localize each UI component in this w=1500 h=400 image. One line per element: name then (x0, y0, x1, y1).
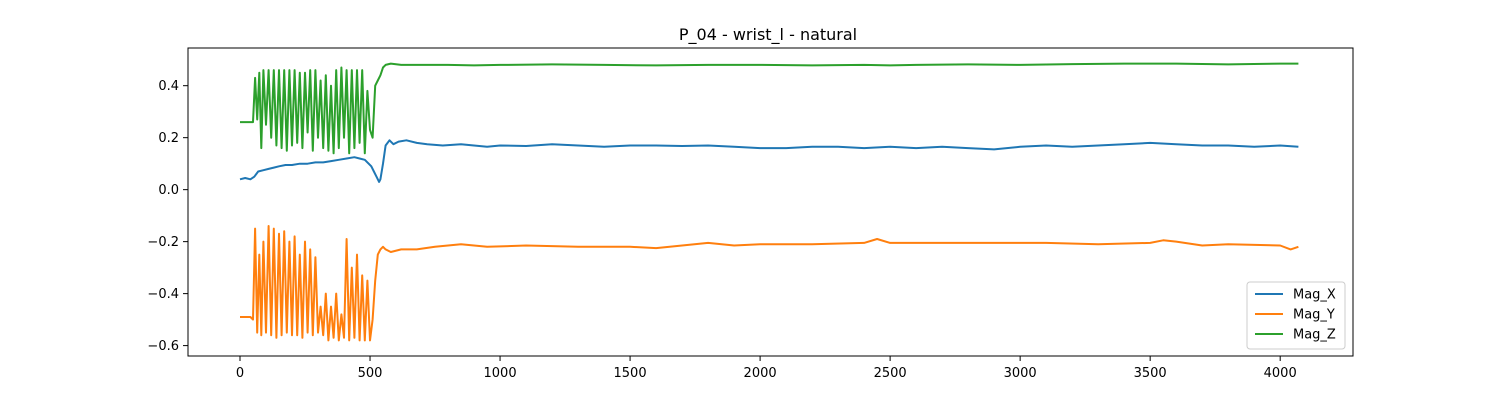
y-axis: −0.6 −0.4 −0.2 0.0 0.2 0.4 (147, 79, 188, 354)
y-tick-label: 0.4 (158, 79, 179, 94)
x-tick-label: 2500 (874, 366, 907, 381)
legend-box (1246, 281, 1346, 350)
plot-lines (239, 62, 1299, 342)
chart-title: P_04 - wrist_l - natural (679, 25, 857, 45)
x-tick-label: 2000 (744, 366, 777, 381)
x-tick-label: 4000 (1264, 366, 1297, 381)
plot-frame (187, 47, 1354, 357)
y-tick-label: −0.2 (147, 235, 179, 250)
y-tick-label: −0.4 (147, 287, 179, 302)
legend-label-mag-y: Mag_Y (1293, 308, 1335, 323)
legend: Mag_X Mag_Y Mag_Z (1246, 281, 1346, 350)
x-tick-label: 3000 (1004, 366, 1037, 381)
y-tick-label: 0.0 (158, 183, 179, 198)
y-tick-label: −0.6 (147, 339, 179, 354)
series-line-mag-x (239, 139, 1299, 183)
x-tick-label: 1000 (484, 366, 517, 381)
legend-label-mag-x: Mag_X (1293, 288, 1336, 303)
series-line-mag-y (240, 225, 1299, 342)
x-tick-label: 3500 (1134, 366, 1167, 381)
y-tick-label: 0.2 (158, 131, 179, 146)
x-tick-label: 0 (236, 366, 244, 381)
x-tick-label: 1500 (614, 366, 647, 381)
x-tick-label: 500 (358, 366, 383, 381)
legend-label-mag-z: Mag_Z (1293, 328, 1336, 343)
series-line-mag-z (240, 62, 1299, 155)
x-axis: 0 500 1000 1500 2000 2500 3000 3500 4000 (236, 356, 1297, 381)
